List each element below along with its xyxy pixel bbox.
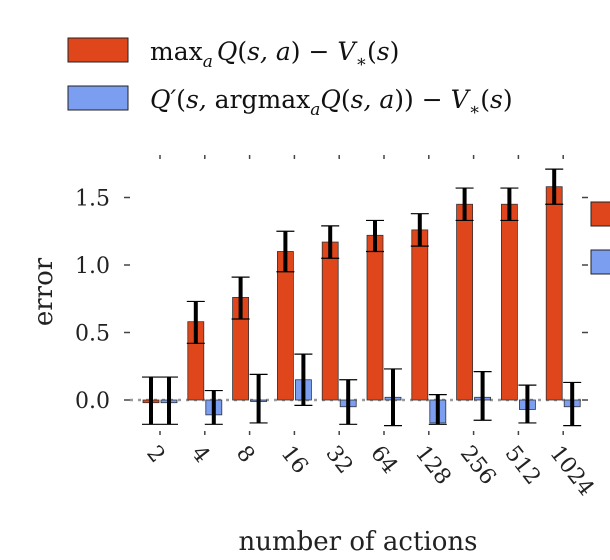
x-tick-label: 2: [141, 441, 169, 467]
bar-max-q: [366, 234, 384, 401]
y-tick-label: 0.0: [75, 389, 110, 414]
bar-max-q: [321, 241, 339, 401]
x-tick-label: 64: [365, 441, 402, 478]
x-tick-label: 32: [320, 441, 357, 478]
x-tick-label: 4: [186, 441, 214, 467]
x-tick-label: 128: [410, 441, 456, 489]
y-tick-label: 1.0: [75, 254, 110, 279]
x-tick-label: 256: [455, 441, 501, 489]
bar-max-q: [500, 203, 518, 401]
x-tick-label: 1024: [544, 441, 598, 501]
legend-swatch-q-prime: [67, 85, 129, 111]
legend-swatch-q-prime-cropped: [590, 249, 610, 275]
legend-label-q-prime: Q′(s, argmaxaQ(s, a)) − V∗(s): [150, 85, 513, 120]
y-tick-label: 1.5: [75, 187, 110, 212]
x-tick-label: 16: [276, 441, 313, 478]
legend-label-max-q: maxa Q(s, a) − V∗(s): [150, 37, 399, 72]
bar-max-q: [545, 186, 563, 401]
bar-max-q: [456, 203, 474, 401]
legend: maxa Q(s, a) − V∗(s) Q′(s, argmaxaQ(s, a)…: [67, 37, 513, 120]
legend-swatch-max-q: [67, 37, 129, 63]
plot-area: 0.0 0.5 1.0 1.5 2 4 8 16 32 64 128 256 512 1024: [75, 155, 599, 501]
y-axis-label: error: [29, 257, 59, 326]
legend-swatch-max-q-cropped: [590, 201, 610, 227]
x-tick-label: 8: [231, 441, 259, 467]
bar-max-q: [411, 229, 429, 401]
legend-cropped: [590, 201, 610, 275]
x-axis-label: number of actions: [239, 527, 478, 557]
x-tick-label: 512: [500, 441, 546, 489]
y-tick-label: 0.5: [75, 322, 110, 347]
bar-max-q: [276, 251, 294, 401]
